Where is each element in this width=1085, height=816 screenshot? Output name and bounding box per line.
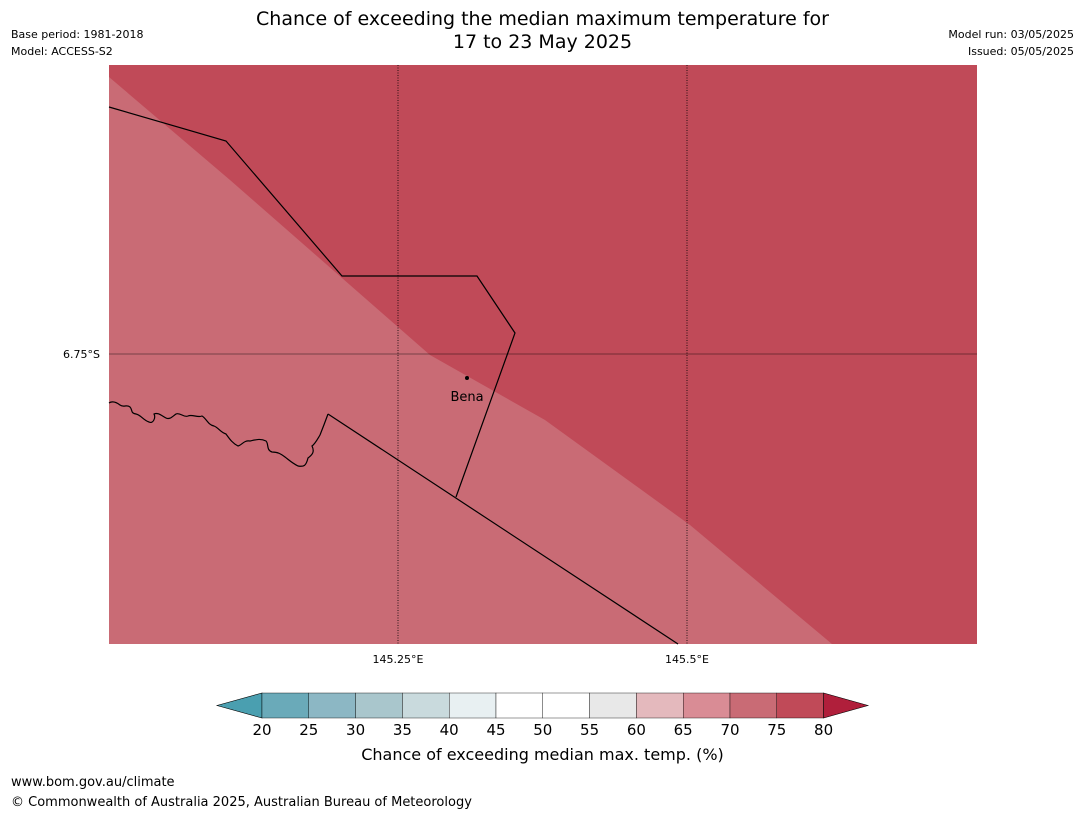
footer-url: www.bom.gov.au/climate xyxy=(11,775,175,790)
meta-right: Model run: 03/05/2025 Issued: 05/05/2025 xyxy=(948,26,1074,60)
model-name: Model: ACCESS-S2 xyxy=(11,45,113,58)
legend-tick-label: 20 xyxy=(252,721,271,739)
legend-swatch xyxy=(308,692,356,719)
legend-tick-label: 75 xyxy=(767,721,786,739)
legend-tick-label: 45 xyxy=(486,721,505,739)
legend-tick-label: 55 xyxy=(580,721,599,739)
title-line-1: Chance of exceeding the median maximum t… xyxy=(256,8,829,30)
legend-swatch xyxy=(729,692,777,719)
lon-label-145-5: 145.5°E xyxy=(665,653,709,666)
legend-swatch xyxy=(449,692,497,719)
legend-swatch xyxy=(261,692,309,719)
legend-tick-label: 30 xyxy=(346,721,365,739)
footer-copyright: © Commonwealth of Australia 2025, Austra… xyxy=(11,795,472,810)
legend-tick-label: 70 xyxy=(720,721,739,739)
legend-extend-high xyxy=(823,692,870,719)
issued-date: Issued: 05/05/2025 xyxy=(967,45,1074,58)
legend-swatch xyxy=(589,692,637,719)
legend-swatch xyxy=(776,692,824,719)
legend-swatch xyxy=(683,692,731,719)
legend-title: Chance of exceeding median max. temp. (%… xyxy=(361,745,724,764)
legend-extend-low xyxy=(215,692,263,719)
town-label: Bena xyxy=(450,390,483,405)
legend-tick-label: 50 xyxy=(533,721,552,739)
province-boundary-north xyxy=(108,106,516,498)
coastline xyxy=(108,401,329,467)
legend-tick-label: 80 xyxy=(814,721,833,739)
legend-swatch xyxy=(636,692,684,719)
probability-zone-75-80 xyxy=(109,65,977,644)
chart-title: Chance of exceeding the median maximum t… xyxy=(0,8,1085,54)
legend-tick-label: 40 xyxy=(440,721,459,739)
legend-swatch xyxy=(495,692,543,719)
lat-label: 6.75°S xyxy=(63,348,100,361)
lon-label-145-25: 145.25°E xyxy=(373,653,424,666)
legend-swatch xyxy=(355,692,403,719)
legend-tick-labels: 20 25 30 35 40 45 50 55 60 65 70 75 80 xyxy=(252,721,833,739)
legend-tick-label: 35 xyxy=(393,721,412,739)
base-period: Base period: 1981-2018 xyxy=(11,28,144,41)
legend-tick-label: 25 xyxy=(299,721,318,739)
legend-tick-label: 60 xyxy=(627,721,646,739)
town-marker xyxy=(465,376,469,380)
title-line-2: 17 to 23 May 2025 xyxy=(452,31,633,53)
legend-swatch xyxy=(402,692,450,719)
legend-tick-label: 65 xyxy=(674,721,693,739)
province-boundary-south xyxy=(327,413,679,645)
legend-colorbar xyxy=(215,692,870,719)
model-run: Model run: 03/05/2025 xyxy=(948,28,1074,41)
meta-left: Base period: 1981-2018 Model: ACCESS-S2 xyxy=(11,26,143,60)
legend-swatch xyxy=(542,692,590,719)
